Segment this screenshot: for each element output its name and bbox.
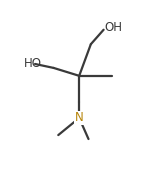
Text: HO: HO xyxy=(23,57,41,70)
Text: OH: OH xyxy=(105,21,123,34)
Text: N: N xyxy=(75,111,84,124)
